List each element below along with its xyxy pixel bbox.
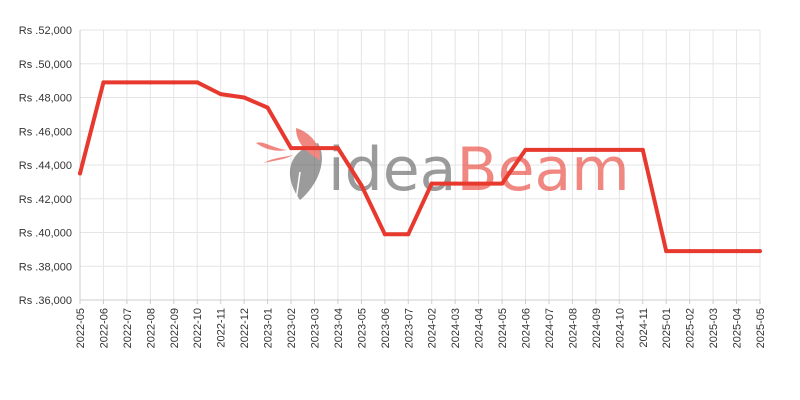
- data-point: [406, 232, 411, 237]
- x-axis-tick-labels: 2022-05 2022-06 2022-07 2022-08 2022-09 2022-…: [75, 308, 767, 348]
- x-tick-label: 2025-02: [685, 308, 697, 348]
- data-point: [78, 171, 82, 176]
- y-tick-label: Rs .46,000: [19, 126, 72, 138]
- data-point: [429, 181, 434, 186]
- series-group: [78, 80, 762, 254]
- data-point: [453, 181, 458, 186]
- data-point: [711, 249, 716, 254]
- x-tick-label: 2022-07: [122, 308, 134, 348]
- x-tick-label: 2024-08: [567, 308, 579, 348]
- x-tick-label: 2022-06: [98, 308, 110, 348]
- x-tick-label: 2025-04: [732, 308, 744, 348]
- data-point: [148, 80, 153, 85]
- data-point: [500, 181, 505, 186]
- data-point: [289, 146, 294, 151]
- x-tick-label: 2023-05: [356, 308, 368, 348]
- data-point: [617, 147, 622, 152]
- y-tick-label: Rs .52,000: [19, 25, 72, 37]
- x-tick-label: 2025-05: [755, 308, 767, 348]
- x-tick-label: 2025-01: [661, 308, 673, 348]
- x-tick-label: 2024-05: [497, 308, 509, 348]
- y-tick-label: Rs .38,000: [19, 261, 72, 273]
- data-point: [664, 249, 669, 254]
- watermark-text-idea: idea: [328, 135, 456, 205]
- x-tick-label: 2022-12: [239, 308, 251, 348]
- x-tick-label: 2023-02: [286, 308, 298, 348]
- data-point: [687, 249, 692, 254]
- y-tick-label: Rs .44,000: [19, 160, 72, 172]
- x-tick-label: 2022-08: [145, 308, 157, 348]
- svg-text:ideaBeam: ideaBeam: [328, 135, 630, 205]
- y-tick-label: Rs .42,000: [19, 194, 72, 206]
- y-tick-label: Rs .50,000: [19, 59, 72, 71]
- y-tick-label: Rs .48,000: [19, 93, 72, 105]
- x-tick-label: 2023-01: [263, 308, 275, 348]
- data-point: [359, 183, 364, 188]
- data-point: [218, 92, 223, 97]
- data-point: [758, 249, 762, 254]
- grid-lines: [79, 29, 761, 301]
- series-line: [78, 80, 760, 254]
- x-tick-label: 2024-07: [544, 308, 556, 348]
- data-point: [195, 80, 200, 85]
- data-point: [570, 147, 575, 152]
- x-tick-label: 2025-03: [708, 308, 720, 348]
- data-point: [523, 147, 528, 152]
- data-point: [242, 95, 247, 100]
- data-point: [124, 80, 129, 85]
- data-point: [734, 249, 739, 254]
- x-tick-label: 2022-05: [75, 308, 87, 348]
- y-tick-label: Rs .40,000: [19, 228, 72, 240]
- feather-logo-icon: [256, 128, 322, 201]
- x-tick-label: 2024-11: [638, 308, 650, 348]
- x-tick-label: 2024-06: [521, 308, 533, 348]
- y-axis-tick-labels: Rs .36,000 Rs .38,000 Rs .40,000 Rs .42,000…: [19, 25, 72, 307]
- data-point: [265, 105, 270, 110]
- x-tick-label: 2023-04: [333, 308, 345, 348]
- x-tick-label: 2023-03: [309, 308, 321, 348]
- x-tick-label: 2023-06: [380, 308, 392, 348]
- ideabeam-watermark: ideaBeam: [256, 128, 630, 205]
- data-point: [312, 146, 317, 151]
- data-point: [593, 147, 598, 152]
- x-tick-label: 2022-10: [192, 308, 204, 348]
- data-point: [382, 232, 387, 237]
- data-point: [640, 147, 645, 152]
- x-tick-label: 2024-04: [474, 308, 486, 348]
- data-point: [101, 80, 106, 85]
- data-point: [335, 146, 340, 151]
- x-tick-label: 2022-09: [169, 308, 181, 348]
- watermark-text-beam: Beam: [456, 135, 629, 205]
- x-tick-label: 2023-07: [403, 308, 415, 348]
- x-tick-label: 2024-02: [427, 308, 439, 348]
- data-point: [546, 147, 551, 152]
- x-tick-label: 2024-03: [450, 308, 462, 348]
- data-point: [171, 80, 176, 85]
- x-tick-label: 2022-11: [216, 308, 228, 348]
- axes: [79, 30, 761, 304]
- x-tick-label: 2024-10: [614, 308, 626, 348]
- x-tick-label: 2024-09: [591, 308, 603, 348]
- y-tick-label: Rs .36,000: [19, 295, 72, 307]
- data-point: [476, 181, 481, 186]
